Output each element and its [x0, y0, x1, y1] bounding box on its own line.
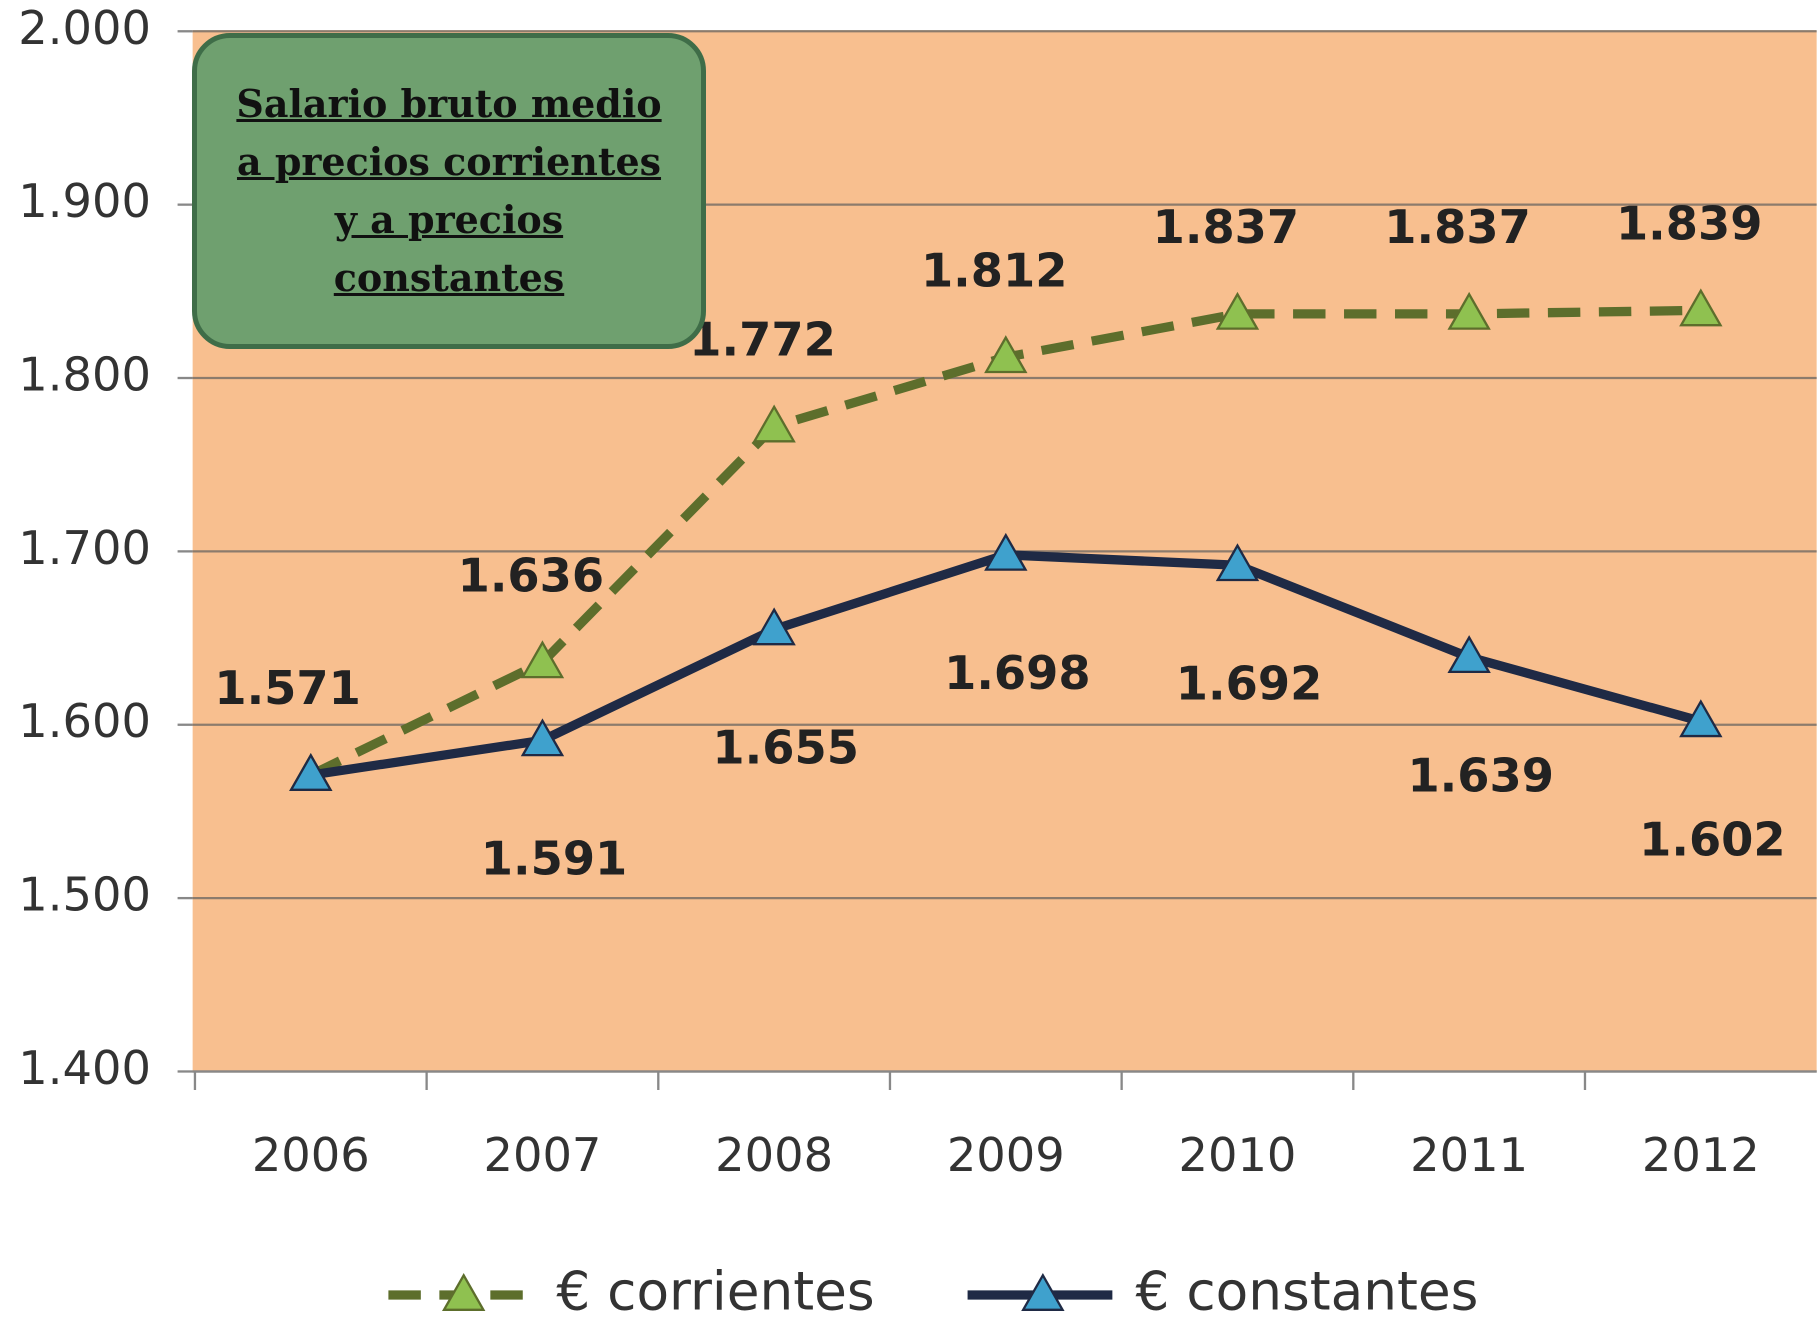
data-label: 1.655	[712, 721, 859, 775]
y-tick-label: 1.800	[18, 348, 151, 402]
x-tick-label: 2008	[715, 1128, 833, 1182]
marker	[289, 752, 333, 791]
marker	[1447, 291, 1491, 330]
marker	[984, 532, 1028, 571]
x-tick-label: 2006	[252, 1128, 370, 1182]
marker	[984, 335, 1028, 374]
marker	[520, 640, 565, 679]
data-label: 1.839	[1616, 196, 1763, 250]
data-label: 1.692	[1176, 656, 1323, 710]
marker	[1447, 635, 1491, 674]
legend-label: € corrientes	[556, 1261, 874, 1323]
y-tick-label: 2.000	[18, 1, 151, 55]
legend-marker	[1021, 1273, 1065, 1311]
data-label: 1.837	[1384, 200, 1531, 254]
x-tick-label: 2011	[1410, 1128, 1528, 1182]
x-tick-label: 2012	[1642, 1128, 1760, 1182]
y-tick-label: 1.700	[18, 521, 151, 575]
data-label: 1.602	[1639, 812, 1786, 866]
legend-label: € constantes	[1136, 1261, 1479, 1323]
data-label: 1.636	[458, 548, 605, 602]
x-tick-label: 2010	[1179, 1128, 1297, 1182]
marker	[1215, 543, 1260, 582]
y-tick-label: 1.400	[18, 1041, 151, 1095]
marker	[1215, 291, 1260, 330]
marker	[752, 404, 796, 443]
data-label: 1.571	[214, 661, 361, 715]
data-label: 1.639	[1407, 748, 1554, 802]
marker	[520, 718, 565, 757]
legend-marker	[442, 1273, 486, 1311]
data-label: 1.591	[481, 831, 628, 885]
marker	[752, 607, 796, 646]
chart-title: Salario bruto medio a precios corrientes…	[192, 33, 706, 349]
x-tick-label: 2007	[484, 1128, 602, 1182]
y-tick-label: 1.900	[18, 174, 151, 228]
x-tick-label: 2009	[947, 1128, 1065, 1182]
data-label: 1.812	[921, 243, 1068, 297]
data-label: 1.698	[944, 646, 1091, 700]
marker	[1679, 288, 1723, 327]
marker	[1679, 699, 1723, 738]
y-tick-label: 1.600	[18, 694, 151, 748]
y-tick-label: 1.500	[18, 868, 151, 922]
data-label: 1.772	[689, 313, 836, 367]
data-label: 1.837	[1153, 200, 1300, 254]
